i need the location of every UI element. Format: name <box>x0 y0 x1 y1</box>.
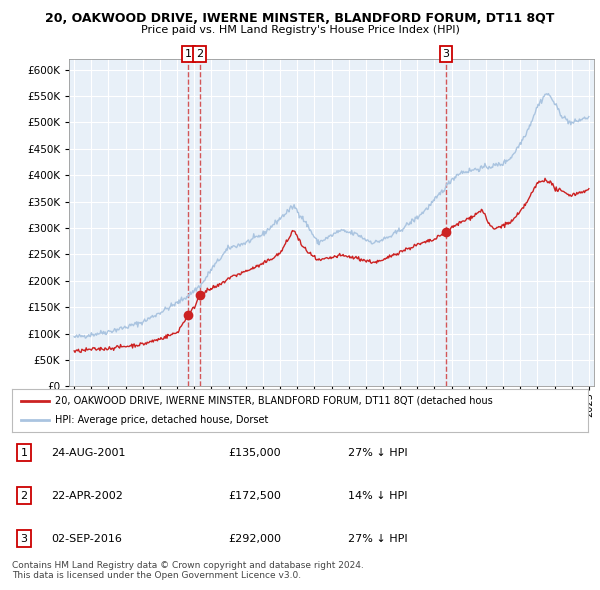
Text: £135,000: £135,000 <box>228 448 281 457</box>
Text: £172,500: £172,500 <box>228 491 281 500</box>
Text: 2: 2 <box>20 491 28 500</box>
Text: HPI: Average price, detached house, Dorset: HPI: Average price, detached house, Dors… <box>55 415 269 425</box>
Text: 27% ↓ HPI: 27% ↓ HPI <box>348 448 407 457</box>
Text: This data is licensed under the Open Government Licence v3.0.: This data is licensed under the Open Gov… <box>12 571 301 580</box>
Text: 3: 3 <box>442 49 449 59</box>
Text: 20, OAKWOOD DRIVE, IWERNE MINSTER, BLANDFORD FORUM, DT11 8QT: 20, OAKWOOD DRIVE, IWERNE MINSTER, BLAND… <box>46 12 554 25</box>
Text: 2: 2 <box>196 49 203 59</box>
Text: 22-APR-2002: 22-APR-2002 <box>51 491 123 500</box>
Text: 20, OAKWOOD DRIVE, IWERNE MINSTER, BLANDFORD FORUM, DT11 8QT (detached hous: 20, OAKWOOD DRIVE, IWERNE MINSTER, BLAND… <box>55 396 493 406</box>
Text: 02-SEP-2016: 02-SEP-2016 <box>51 534 122 543</box>
Text: 24-AUG-2001: 24-AUG-2001 <box>51 448 125 457</box>
Text: 1: 1 <box>185 49 192 59</box>
Text: Price paid vs. HM Land Registry's House Price Index (HPI): Price paid vs. HM Land Registry's House … <box>140 25 460 35</box>
Text: £292,000: £292,000 <box>228 534 281 543</box>
Text: 14% ↓ HPI: 14% ↓ HPI <box>348 491 407 500</box>
Text: 3: 3 <box>20 534 28 543</box>
Text: 1: 1 <box>20 448 28 457</box>
Text: 27% ↓ HPI: 27% ↓ HPI <box>348 534 407 543</box>
Text: Contains HM Land Registry data © Crown copyright and database right 2024.: Contains HM Land Registry data © Crown c… <box>12 560 364 569</box>
